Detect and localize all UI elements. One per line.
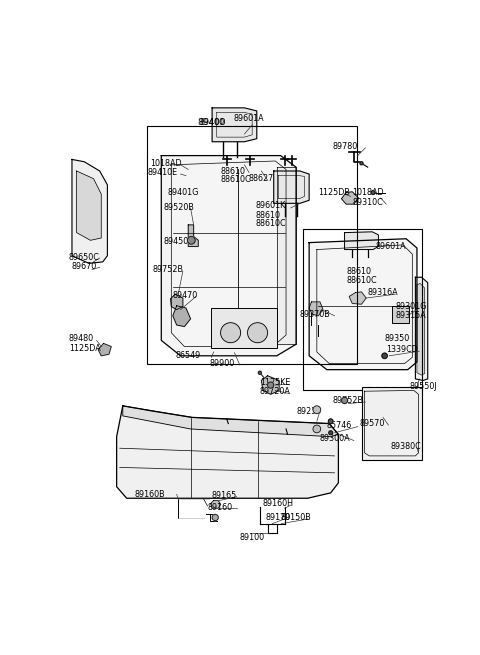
- Polygon shape: [274, 171, 309, 203]
- Text: 1018AD: 1018AD: [352, 188, 384, 197]
- Text: 89570: 89570: [360, 419, 385, 428]
- Polygon shape: [349, 292, 366, 304]
- Text: 89370B: 89370B: [300, 310, 331, 319]
- Text: 89401G: 89401G: [168, 188, 199, 197]
- Text: 89900: 89900: [209, 359, 234, 368]
- Polygon shape: [345, 232, 378, 250]
- Text: 1018AD: 1018AD: [150, 159, 181, 168]
- Text: 89380C: 89380C: [391, 442, 421, 451]
- Polygon shape: [72, 159, 108, 263]
- Polygon shape: [417, 284, 425, 375]
- Text: 89160B: 89160B: [134, 490, 165, 499]
- Text: 88610C: 88610C: [255, 219, 286, 228]
- Polygon shape: [123, 406, 338, 437]
- Circle shape: [313, 425, 321, 433]
- Text: 88610C: 88610C: [346, 276, 377, 285]
- Text: 89480: 89480: [69, 334, 94, 343]
- Text: 89601A: 89601A: [234, 114, 264, 123]
- Bar: [147, 126, 357, 364]
- Polygon shape: [277, 167, 296, 345]
- Text: 89780: 89780: [332, 142, 358, 151]
- Polygon shape: [211, 500, 221, 508]
- Text: 88627: 88627: [248, 174, 274, 183]
- Circle shape: [188, 236, 195, 244]
- Text: 89400: 89400: [198, 118, 227, 127]
- Polygon shape: [212, 108, 257, 141]
- Text: 89150B: 89150B: [281, 513, 312, 522]
- Text: 89301G: 89301G: [396, 302, 427, 311]
- Text: 88610: 88610: [255, 211, 280, 220]
- Text: 89259: 89259: [296, 407, 322, 416]
- Circle shape: [371, 191, 375, 195]
- Text: 89350: 89350: [384, 334, 410, 343]
- Polygon shape: [98, 343, 111, 356]
- Bar: [303, 229, 422, 390]
- Polygon shape: [309, 302, 323, 316]
- Polygon shape: [415, 277, 428, 381]
- Text: 89165: 89165: [211, 491, 237, 500]
- Text: 1125KE: 1125KE: [260, 378, 290, 387]
- Text: 89601K: 89601K: [255, 201, 286, 210]
- Circle shape: [248, 323, 267, 343]
- Text: 89300A: 89300A: [319, 434, 350, 443]
- Text: 88610: 88610: [221, 166, 246, 176]
- Circle shape: [341, 398, 348, 403]
- Circle shape: [221, 323, 240, 343]
- Text: 1339CD: 1339CD: [386, 345, 418, 354]
- Text: 89670: 89670: [72, 262, 97, 271]
- Polygon shape: [173, 306, 191, 327]
- Polygon shape: [262, 376, 279, 394]
- Polygon shape: [188, 225, 198, 246]
- Text: 89316A: 89316A: [368, 288, 398, 297]
- Text: 1125DB: 1125DB: [318, 188, 350, 197]
- Circle shape: [258, 371, 262, 374]
- Text: 1125DA: 1125DA: [69, 344, 101, 352]
- Circle shape: [328, 419, 333, 424]
- Text: 89100: 89100: [240, 533, 265, 542]
- Text: 89310C: 89310C: [352, 198, 383, 207]
- Circle shape: [267, 382, 274, 388]
- Bar: [392, 306, 409, 323]
- Text: 89752B: 89752B: [152, 265, 183, 274]
- Text: 89315A: 89315A: [396, 311, 426, 320]
- Text: 88610: 88610: [346, 267, 371, 276]
- Text: 89470: 89470: [173, 291, 198, 300]
- Text: 89520B: 89520B: [164, 202, 194, 212]
- Polygon shape: [309, 239, 417, 369]
- Polygon shape: [341, 192, 359, 204]
- Text: 86549: 86549: [175, 351, 201, 360]
- Text: 89160: 89160: [207, 503, 233, 512]
- Circle shape: [313, 406, 321, 413]
- Text: 88610C: 88610C: [221, 175, 251, 184]
- Text: 89650C: 89650C: [69, 253, 100, 262]
- Circle shape: [212, 514, 218, 521]
- Bar: [211, 308, 277, 348]
- Bar: [361, 386, 421, 460]
- Text: 89752B: 89752B: [332, 396, 363, 405]
- Text: 89160H: 89160H: [262, 499, 293, 508]
- Text: 89400: 89400: [200, 118, 225, 127]
- Circle shape: [382, 353, 387, 358]
- Polygon shape: [170, 294, 183, 310]
- Polygon shape: [77, 171, 101, 240]
- Circle shape: [360, 162, 363, 165]
- Polygon shape: [161, 156, 296, 356]
- Text: 89410E: 89410E: [147, 168, 178, 177]
- Polygon shape: [117, 406, 338, 498]
- Text: 89450: 89450: [164, 237, 189, 246]
- Text: 89601A: 89601A: [375, 242, 406, 251]
- Polygon shape: [365, 390, 419, 456]
- Text: 89720A: 89720A: [260, 388, 291, 396]
- Text: 89550J: 89550J: [409, 382, 437, 391]
- Text: 89170: 89170: [265, 513, 290, 522]
- Text: 85746: 85746: [327, 421, 352, 430]
- Circle shape: [329, 431, 333, 435]
